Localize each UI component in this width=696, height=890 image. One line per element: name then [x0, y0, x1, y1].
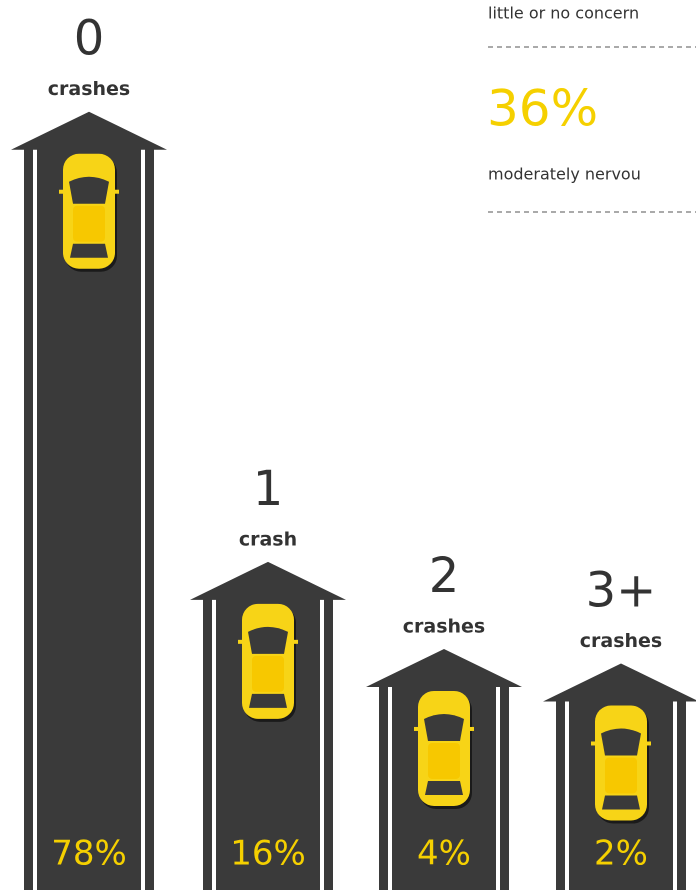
chart: little or no concern 36% moderately nerv…: [0, 0, 696, 890]
car-icon: [59, 154, 119, 272]
category-label: 0: [74, 11, 105, 67]
value-label: 78%: [51, 834, 127, 874]
category-sublabel: crash: [239, 528, 297, 550]
page: {"chart_data": {"type": "bar", "categori…: [0, 0, 696, 890]
side-notes: little or no concern 36% moderately nerv…: [487, 4, 696, 213]
car-icon: [238, 604, 298, 722]
category-label: 2: [429, 548, 460, 604]
category-sublabel: crashes: [580, 630, 663, 652]
car-icon: [414, 691, 474, 809]
note-text: little or no concern: [488, 4, 639, 23]
note-text: moderately nervou: [488, 165, 641, 184]
car-icon: [591, 705, 651, 823]
category-sublabel: crashes: [403, 615, 486, 637]
value-label: 2%: [594, 834, 648, 874]
note-figure: 36%: [487, 80, 598, 138]
category-sublabel: crashes: [48, 78, 131, 100]
category-label: 1: [253, 461, 284, 517]
category-label: 3+: [586, 562, 657, 618]
value-label: 4%: [417, 834, 471, 874]
value-label: 16%: [230, 834, 306, 874]
